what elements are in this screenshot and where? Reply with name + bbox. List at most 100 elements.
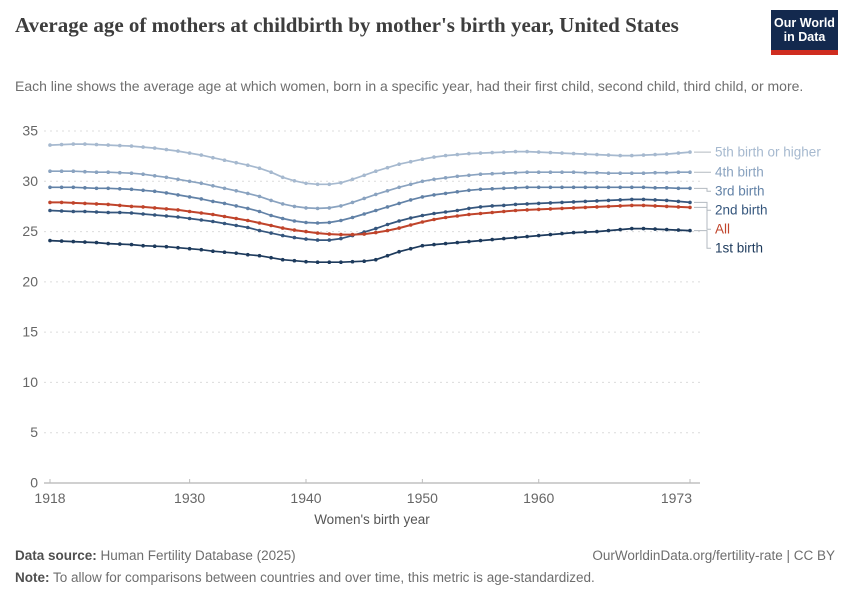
data-point (455, 208, 460, 213)
data-point (630, 226, 634, 231)
data-point (152, 206, 157, 210)
chart-canvas[interactable]: 0 5 10 15 20 25 30 35 1918 1930 1940 1950 1960 1973 Wo… (0, 0, 850, 540)
data-point (164, 191, 169, 195)
data-point (59, 200, 64, 205)
data-point (420, 220, 425, 224)
owid-logo-line2: in Data (783, 30, 826, 44)
data-point (443, 153, 448, 158)
series-4th-birth[interactable] (48, 169, 692, 211)
data-point (420, 213, 425, 218)
data-point (211, 219, 215, 224)
data-point (664, 152, 669, 156)
data-point (676, 205, 681, 209)
data-point (48, 169, 52, 173)
data-point (141, 172, 145, 176)
legend-label-1st-birth[interactable]: 1st birth (715, 241, 763, 256)
data-point (129, 144, 134, 148)
data-point (641, 197, 646, 202)
data-point (513, 202, 518, 207)
data-point (385, 222, 390, 227)
data-point (606, 204, 611, 209)
data-point (536, 233, 541, 238)
series-3rd-birth[interactable] (48, 185, 692, 225)
y-tick-label: 10 (22, 374, 38, 390)
data-point (397, 162, 401, 166)
data-point (106, 210, 110, 215)
data-point (432, 242, 436, 247)
legend-connector (694, 230, 711, 249)
data-point (630, 185, 634, 190)
data-point (408, 182, 413, 187)
legend-label-all[interactable]: All (715, 222, 730, 237)
data-point (59, 169, 64, 173)
data-point (443, 215, 448, 220)
data-point (536, 201, 541, 206)
data-point (630, 203, 634, 208)
data-point (571, 151, 576, 156)
data-point (292, 228, 297, 232)
data-point (257, 194, 262, 199)
legend-label-5th-birth-or-higher[interactable]: 5th birth or higher (715, 145, 821, 160)
data-point (83, 169, 87, 174)
data-point (560, 206, 564, 211)
data-point (129, 242, 134, 247)
data-point (455, 174, 460, 179)
data-point (536, 170, 541, 174)
data-point (176, 245, 180, 250)
data-point (71, 209, 76, 214)
data-point (536, 207, 541, 212)
data-point (420, 243, 425, 248)
data-point (199, 247, 204, 252)
data-point (315, 206, 320, 211)
series-5th-birth-or-higher[interactable] (48, 142, 692, 187)
data-point (688, 186, 692, 191)
data-point (234, 216, 238, 221)
data-point (199, 153, 204, 157)
data-point (432, 177, 436, 182)
data-point (664, 227, 669, 232)
data-point (106, 241, 110, 246)
data-point (176, 177, 180, 182)
data-point (443, 210, 448, 214)
data-point (653, 198, 657, 202)
legend-label-3rd-birth[interactable]: 3rd birth (715, 184, 765, 199)
series-all[interactable] (48, 200, 692, 237)
data-point (455, 152, 460, 157)
data-point (141, 212, 145, 216)
x-tick-label: 1960 (523, 490, 554, 506)
data-point (397, 249, 401, 254)
data-point (304, 220, 308, 225)
data-point (618, 185, 622, 190)
data-point (339, 181, 343, 185)
data-point (339, 260, 343, 265)
series-line (50, 186, 690, 224)
data-point (176, 193, 180, 197)
data-point (339, 236, 343, 241)
data-point (211, 184, 215, 188)
data-point (129, 187, 134, 192)
owid-url-link[interactable]: OurWorldinData.org/fertility-rate | CC B… (592, 548, 835, 563)
data-point (641, 153, 646, 157)
data-point (408, 216, 413, 220)
note: Note: To allow for comparisons between c… (15, 570, 595, 585)
series-2nd-birth[interactable] (48, 197, 692, 242)
y-tick-label: 20 (22, 273, 38, 289)
data-point (653, 204, 657, 208)
data-point (676, 186, 681, 191)
data-point (339, 204, 343, 208)
owid-logo[interactable]: Our World in Data (771, 10, 838, 55)
data-point (630, 171, 634, 175)
legend-label-2nd-birth[interactable]: 2nd birth (715, 203, 768, 218)
data-point (234, 251, 238, 255)
data-point (187, 151, 192, 155)
data-point (385, 228, 390, 233)
data-point (420, 179, 425, 184)
data-point (222, 186, 227, 191)
legend-label-4th-birth[interactable]: 4th birth (715, 165, 764, 180)
data-point (595, 229, 599, 234)
data-point (641, 185, 646, 190)
data-point (164, 214, 169, 218)
data-point (374, 226, 378, 231)
series-1st-birth[interactable] (48, 226, 692, 265)
data-point (560, 170, 564, 174)
